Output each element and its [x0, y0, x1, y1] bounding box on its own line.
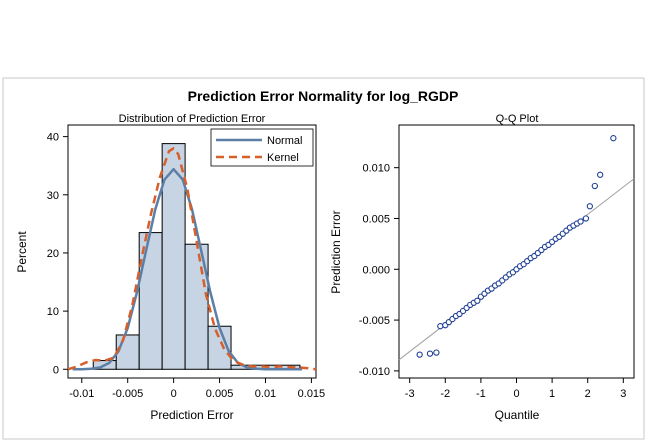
x-tick-label: -2: [440, 388, 450, 400]
qq-point: [437, 323, 444, 330]
histogram-y-ticks: 0 10 20 30 40: [47, 132, 68, 376]
qq-plot-panel: Q-Q Plot -3 -2 -1 0 1 2 3 -0.010 -0.005 0.000 0.0…: [329, 113, 635, 422]
legend: Normal Kernel: [210, 128, 314, 167]
x-tick-label: -0.005: [112, 388, 143, 400]
histogram-bar: [115, 334, 140, 370]
x-tick-label: 0: [513, 388, 519, 400]
qq-plot-title: Q-Q Plot: [496, 113, 539, 125]
histogram-y-axis-label: Percent: [15, 231, 29, 273]
x-tick-label: -3: [405, 388, 415, 400]
qq-x-axis-label: Quantile: [495, 408, 540, 422]
y-tick-label: 0.005: [362, 213, 390, 225]
x-tick-label: 0: [171, 388, 177, 400]
qq-plot-area: [398, 124, 635, 379]
x-tick-label: 0.005: [206, 388, 234, 400]
y-tick-label: 40: [47, 132, 59, 144]
histogram-x-ticks: -0.01 -0.005 0 0.005 0.01 0.015: [69, 378, 325, 400]
qq-point: [591, 182, 598, 190]
histogram-panel: Distribution of Prediction Error -0.01 -0…: [15, 113, 325, 422]
qq-point: [610, 135, 617, 142]
y-tick-label: 30: [47, 190, 59, 202]
qq-point: [582, 215, 590, 222]
legend-box: [210, 128, 314, 167]
x-tick-label: 1: [549, 388, 555, 400]
qq-x-ticks: -3 -2 -1 0 1 2 3: [405, 378, 626, 400]
legend-kernel-label: Kernel: [267, 152, 299, 164]
density-curve-kernel: [67, 147, 317, 371]
x-tick-label: 3: [620, 388, 626, 400]
legend-normal-label: Normal: [267, 135, 302, 147]
y-tick-label: -0.010: [359, 366, 390, 378]
qq-point: [474, 297, 481, 304]
qq-point: [416, 351, 423, 358]
qq-y-ticks: -0.010 -0.005 0.000 0.005 0.010: [359, 163, 399, 378]
histogram-x-axis-label: Prediction Error: [150, 408, 233, 422]
y-tick-label: 0: [53, 364, 59, 376]
qq-y-axis-label: Prediction Error: [329, 210, 343, 293]
y-tick-label: 20: [47, 248, 59, 260]
qq-points: [416, 135, 617, 358]
x-tick-label: 2: [585, 388, 591, 400]
qq-point: [426, 350, 434, 357]
y-tick-label: -0.005: [359, 315, 390, 327]
x-tick-label: -0.01: [69, 388, 94, 400]
x-tick-label: -1: [476, 388, 486, 400]
x-tick-label: 0.015: [298, 388, 326, 400]
density-curves: [67, 147, 317, 371]
qq-point: [597, 171, 604, 178]
y-tick-label: 0.000: [362, 264, 390, 276]
x-tick-label: 0.01: [255, 388, 276, 400]
figure-title: Prediction Error Normality for log_RGDP: [188, 88, 459, 104]
y-tick-label: 0.010: [362, 163, 390, 175]
histogram-title: Distribution of Prediction Error: [119, 113, 266, 125]
qq-point: [586, 203, 593, 210]
qq-point: [577, 218, 584, 225]
y-tick-label: 10: [47, 306, 59, 318]
qq-point: [433, 349, 440, 356]
